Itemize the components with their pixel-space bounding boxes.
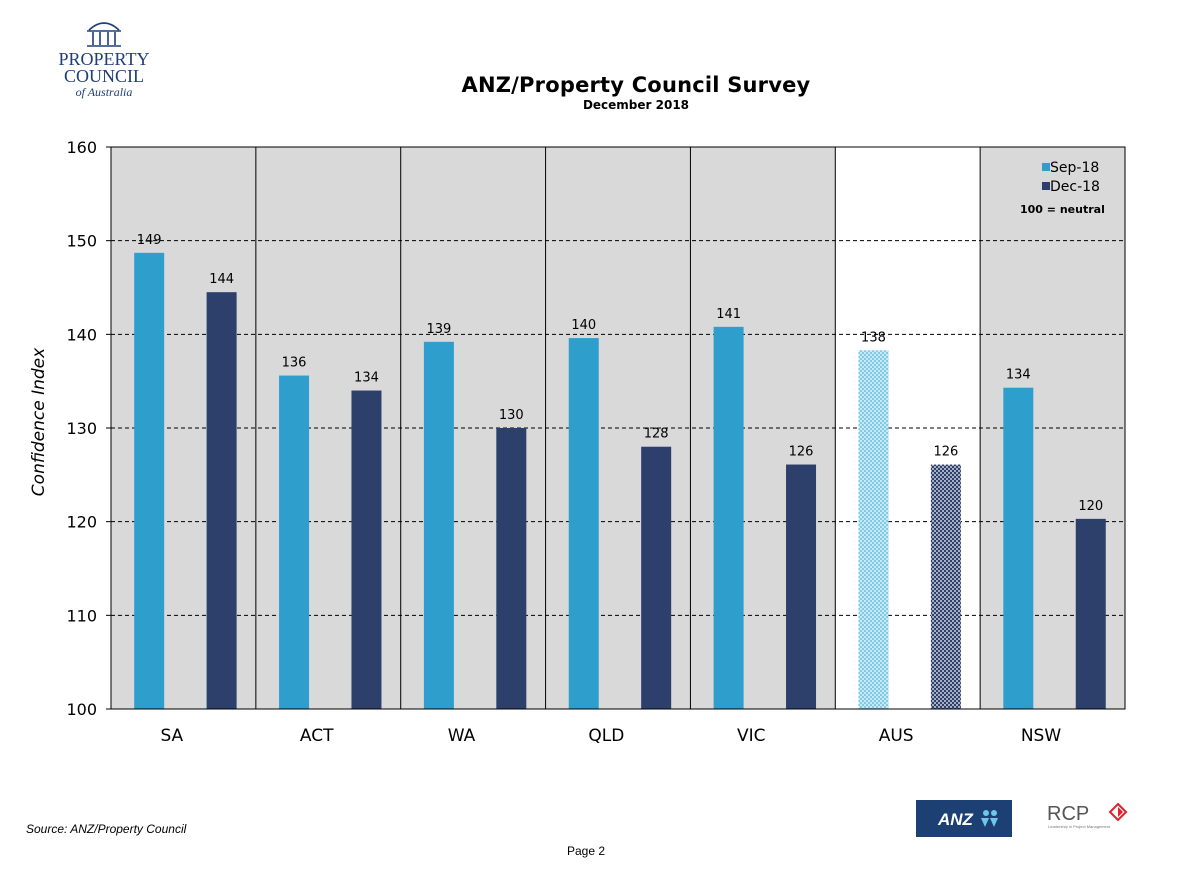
legend-label: Sep-18 — [1050, 160, 1099, 176]
y-tick-label: 140 — [66, 325, 97, 344]
bar — [496, 428, 527, 709]
logo-line3: of Australia — [76, 85, 133, 99]
chart-subtitle: December 2018 — [582, 98, 690, 112]
logo-line1: PROPERTY — [59, 49, 150, 69]
anz-logo: ANZ — [916, 800, 1012, 837]
bar — [1003, 387, 1034, 709]
bar — [423, 341, 454, 709]
data-label: 126 — [789, 445, 814, 460]
bar — [641, 446, 672, 709]
y-tick-label: 110 — [66, 606, 97, 625]
data-label: 126 — [933, 445, 958, 460]
data-label: 136 — [282, 356, 307, 371]
rcp-logo-text: RCP — [1047, 803, 1089, 825]
x-tick-label: WA — [448, 726, 476, 746]
x-tick-label: AUS — [879, 726, 914, 746]
data-label: 138 — [861, 330, 886, 345]
logo-line2: COUNCIL — [64, 66, 144, 86]
legend-note: 100 = neutral — [1020, 203, 1105, 216]
source-note: Source: ANZ/Property Council — [26, 822, 187, 836]
rcp-diamond-icon — [1108, 802, 1128, 822]
data-label: 134 — [1006, 368, 1031, 383]
legend-swatch — [1042, 163, 1050, 171]
bar — [713, 326, 744, 709]
y-tick-label: 120 — [66, 513, 97, 532]
data-label: 120 — [1078, 499, 1103, 514]
y-tick-label: 150 — [66, 232, 97, 251]
property-council-logo: PROPERTY COUNCIL of Australia — [59, 22, 150, 99]
pillars-icon — [87, 22, 121, 47]
y-axis-label: Confidence Index — [29, 347, 49, 496]
bar — [206, 292, 237, 709]
data-label: 140 — [571, 318, 596, 333]
bar — [930, 464, 961, 709]
data-label: 130 — [499, 408, 524, 423]
x-tick-label: SA — [160, 726, 183, 746]
bar — [134, 252, 165, 710]
y-tick-label: 100 — [66, 700, 97, 719]
rcp-tagline: Leadership in Project Management — [1048, 824, 1111, 829]
y-tick-label: 130 — [66, 419, 97, 438]
legend: Sep-18 Dec-18 100 = neutral — [1020, 160, 1105, 216]
x-tick-label: NSW — [1021, 726, 1062, 746]
x-tick-label: VIC — [737, 726, 766, 746]
legend-label: Dec-18 — [1050, 179, 1100, 195]
rcp-logo: RCP Leadership in Project Management — [1047, 802, 1128, 829]
data-label: 141 — [716, 307, 741, 322]
data-label: 144 — [209, 272, 234, 287]
bar — [858, 350, 889, 709]
bar — [568, 338, 599, 709]
data-label: 134 — [354, 371, 379, 386]
anz-figures-icon — [981, 810, 998, 827]
chart-title: ANZ/Property Council Survey — [461, 73, 811, 97]
bar — [786, 464, 817, 709]
x-tick-label: ACT — [300, 726, 334, 746]
legend-swatch — [1042, 182, 1050, 190]
anz-logo-text: ANZ — [937, 810, 974, 829]
data-label: 139 — [426, 322, 451, 337]
bar — [279, 375, 310, 709]
y-tick-label: 160 — [66, 138, 97, 157]
page-number: Page 2 — [566, 844, 606, 858]
bar — [1075, 518, 1106, 709]
data-label: 128 — [644, 427, 669, 442]
data-label: 149 — [137, 233, 162, 248]
x-tick-label: QLD — [588, 726, 624, 746]
bar — [351, 390, 382, 709]
bar-chart: 149 136 139 140 141 138 134 144 134 130 128 126 126 1… — [29, 138, 1126, 746]
